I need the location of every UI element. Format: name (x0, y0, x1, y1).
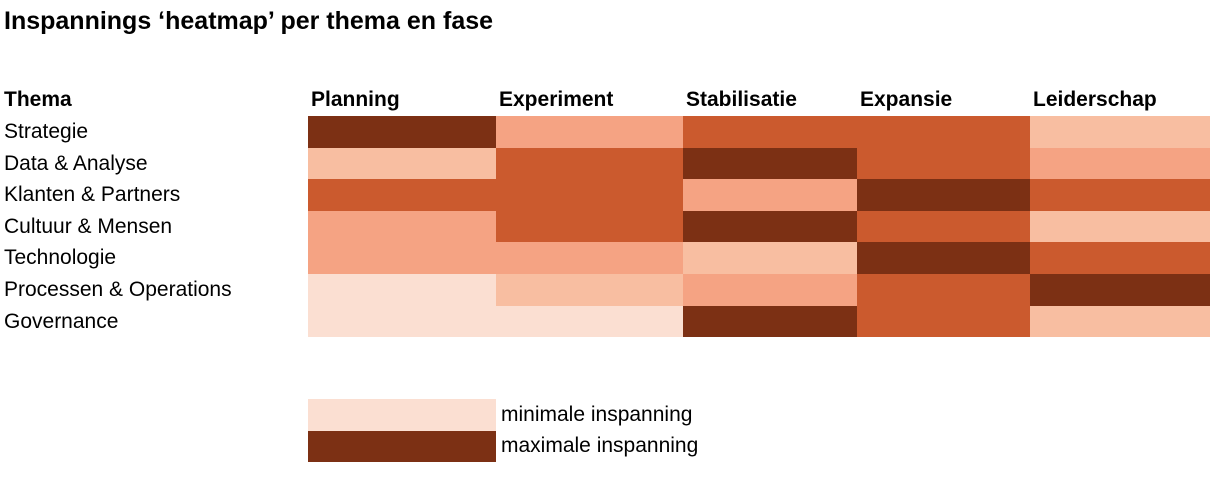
row-label: Governance (4, 309, 119, 333)
column-headers: Planning Experiment Stabilisatie Expansie Le… (308, 88, 1210, 112)
row-label: Technologie (4, 246, 117, 270)
heatmap-cell (683, 116, 857, 148)
heatmap-cell (857, 305, 1030, 338)
heatmap-cell (683, 305, 857, 338)
column-header-experiment: Experiment (499, 88, 614, 111)
row-label: Strategie (4, 120, 89, 143)
heatmap-cell (308, 179, 496, 211)
heatmap-cell (1030, 273, 1210, 306)
heatmap-cell (1030, 179, 1210, 211)
heatmap-cell (857, 116, 1030, 148)
heatmap-cell (857, 179, 1030, 211)
heatmap-cell (496, 179, 683, 211)
heatmap-cell (308, 147, 496, 180)
page-title: Inspannings ‘heatmap’ per thema en fase (4, 7, 494, 35)
heatmap-cell (683, 210, 857, 243)
column-header-leiderschap: Leiderschap (1033, 88, 1157, 111)
row-label: Processen & Operations (4, 277, 232, 301)
heatmap-cell (1030, 116, 1210, 148)
row-header-thema: Thema (4, 88, 72, 111)
legend: minimale inspanning maximale inspanning (308, 399, 698, 462)
row-label: Klanten & Partners (4, 183, 181, 207)
heatmap-cell (857, 147, 1030, 180)
heatmap-cell (308, 116, 496, 148)
legend-swatch-maximal (308, 430, 496, 462)
heatmap-cell (683, 242, 857, 274)
heatmap-cell (496, 305, 683, 338)
row-label: Cultuur & Mensen (4, 214, 173, 238)
heatmap-cell (857, 273, 1030, 306)
heatmap-cell (496, 116, 683, 148)
row-label: Data & Analyse (4, 151, 148, 175)
heatmap-cell (683, 273, 857, 306)
heatmap-cell (496, 242, 683, 274)
heatmap-cell (1030, 242, 1210, 274)
column-header-stabilisatie: Stabilisatie (686, 88, 797, 111)
heatmap-cell (1030, 305, 1210, 338)
heatmap-cell (683, 179, 857, 211)
heatmap-cell (496, 273, 683, 306)
legend-swatch-minimal (308, 399, 496, 431)
heatmap-cell (1030, 147, 1210, 180)
heatmap-cell (308, 242, 496, 274)
heatmap-cell (857, 210, 1030, 243)
legend-label-minimal: minimale inspanning (501, 402, 693, 426)
heatmap-cell (308, 210, 496, 243)
column-header-planning: Planning (311, 88, 400, 111)
heatmap-grid (308, 116, 1210, 338)
heatmap-cell (496, 147, 683, 180)
heatmap-cell (857, 242, 1030, 274)
legend-item-maximal: maximale inspanning (308, 430, 699, 462)
heatmap-cell (308, 273, 496, 306)
heatmap-cell (1030, 210, 1210, 243)
legend-item-minimal: minimale inspanning (308, 399, 698, 431)
row-labels: Strategie Data & Analyse Klanten & Partner… (4, 116, 232, 337)
heatmap-cell (308, 305, 496, 338)
heatmap-cell (496, 210, 683, 243)
legend-label-maximal: maximale inspanning (501, 434, 699, 458)
heatmap-cell (683, 147, 857, 180)
column-header-expansie: Expansie (860, 88, 953, 111)
